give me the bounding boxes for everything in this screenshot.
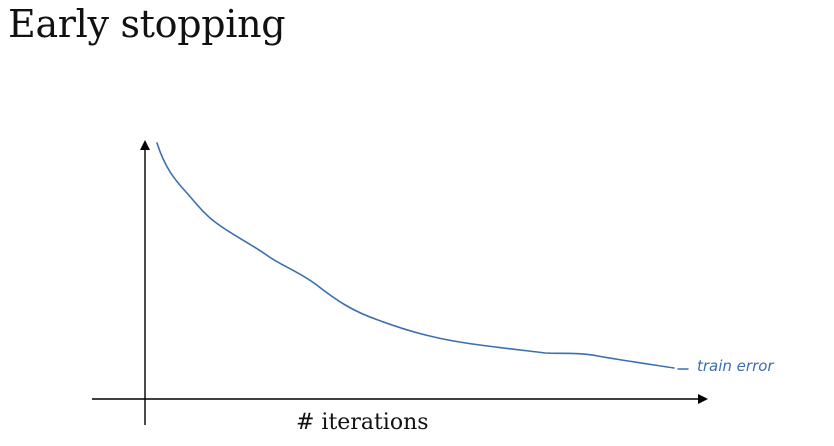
x-axis-label: # iterations [296,410,429,435]
train-error-curve [156,142,675,369]
slide-title: Early stopping [8,2,286,46]
train-error-label: train error [697,357,774,375]
